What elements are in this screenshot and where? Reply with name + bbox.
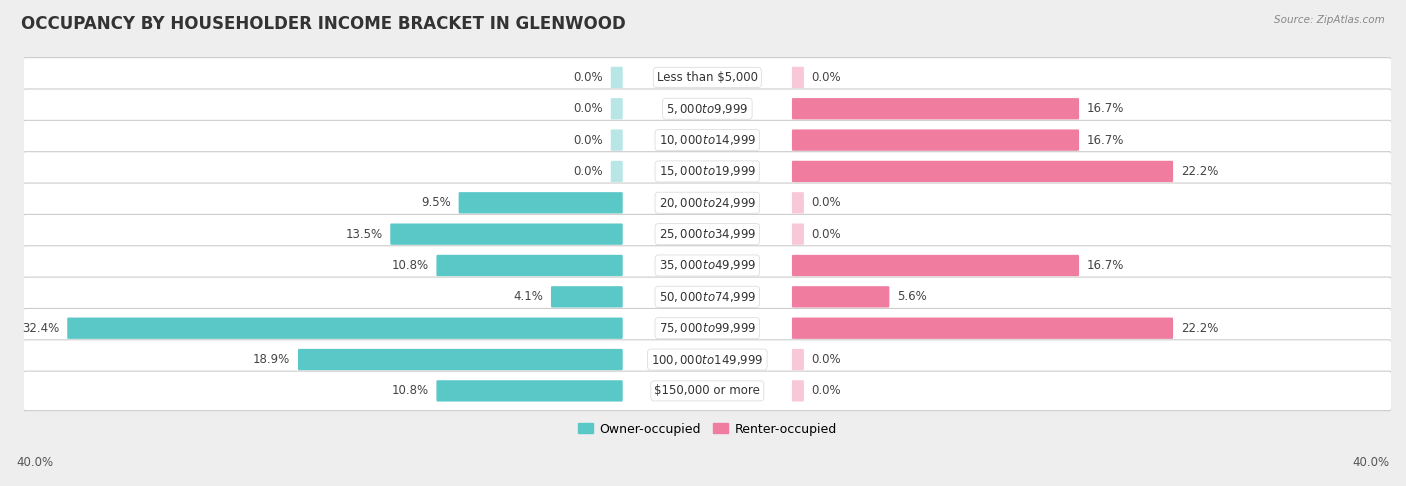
FancyBboxPatch shape bbox=[610, 67, 623, 88]
FancyBboxPatch shape bbox=[22, 214, 1392, 254]
Text: $150,000 or more: $150,000 or more bbox=[654, 384, 761, 398]
Text: 0.0%: 0.0% bbox=[811, 227, 841, 241]
FancyBboxPatch shape bbox=[792, 349, 804, 370]
FancyBboxPatch shape bbox=[792, 317, 1173, 339]
Text: 16.7%: 16.7% bbox=[1087, 259, 1125, 272]
Text: $15,000 to $19,999: $15,000 to $19,999 bbox=[658, 164, 756, 178]
Text: 22.2%: 22.2% bbox=[1181, 165, 1218, 178]
Text: Source: ZipAtlas.com: Source: ZipAtlas.com bbox=[1274, 15, 1385, 25]
Text: $75,000 to $99,999: $75,000 to $99,999 bbox=[658, 321, 756, 335]
FancyBboxPatch shape bbox=[610, 98, 623, 120]
FancyBboxPatch shape bbox=[67, 317, 623, 339]
FancyBboxPatch shape bbox=[22, 340, 1392, 379]
Text: 0.0%: 0.0% bbox=[811, 384, 841, 398]
FancyBboxPatch shape bbox=[22, 309, 1392, 348]
Text: 10.8%: 10.8% bbox=[392, 259, 429, 272]
Text: 0.0%: 0.0% bbox=[574, 102, 603, 115]
Text: $25,000 to $34,999: $25,000 to $34,999 bbox=[658, 227, 756, 241]
FancyBboxPatch shape bbox=[22, 58, 1392, 97]
FancyBboxPatch shape bbox=[610, 161, 623, 182]
Text: 40.0%: 40.0% bbox=[1353, 456, 1389, 469]
FancyBboxPatch shape bbox=[298, 349, 623, 370]
Text: 22.2%: 22.2% bbox=[1181, 322, 1218, 335]
Text: OCCUPANCY BY HOUSEHOLDER INCOME BRACKET IN GLENWOOD: OCCUPANCY BY HOUSEHOLDER INCOME BRACKET … bbox=[21, 15, 626, 33]
Text: 9.5%: 9.5% bbox=[422, 196, 451, 209]
Text: 16.7%: 16.7% bbox=[1087, 102, 1125, 115]
Text: 0.0%: 0.0% bbox=[574, 134, 603, 147]
Text: $5,000 to $9,999: $5,000 to $9,999 bbox=[666, 102, 748, 116]
Text: 0.0%: 0.0% bbox=[574, 71, 603, 84]
Text: Less than $5,000: Less than $5,000 bbox=[657, 71, 758, 84]
FancyBboxPatch shape bbox=[22, 371, 1392, 411]
FancyBboxPatch shape bbox=[792, 129, 1078, 151]
FancyBboxPatch shape bbox=[436, 380, 623, 401]
Text: $35,000 to $49,999: $35,000 to $49,999 bbox=[658, 259, 756, 273]
FancyBboxPatch shape bbox=[792, 67, 804, 88]
Legend: Owner-occupied, Renter-occupied: Owner-occupied, Renter-occupied bbox=[574, 417, 842, 441]
Text: $10,000 to $14,999: $10,000 to $14,999 bbox=[658, 133, 756, 147]
Text: 5.6%: 5.6% bbox=[897, 290, 927, 303]
FancyBboxPatch shape bbox=[792, 192, 804, 213]
Text: 40.0%: 40.0% bbox=[17, 456, 53, 469]
FancyBboxPatch shape bbox=[22, 121, 1392, 160]
FancyBboxPatch shape bbox=[22, 277, 1392, 316]
Text: 0.0%: 0.0% bbox=[811, 196, 841, 209]
FancyBboxPatch shape bbox=[458, 192, 623, 213]
Text: 0.0%: 0.0% bbox=[811, 353, 841, 366]
FancyBboxPatch shape bbox=[436, 255, 623, 276]
FancyBboxPatch shape bbox=[792, 161, 1173, 182]
FancyBboxPatch shape bbox=[610, 129, 623, 151]
Text: 4.1%: 4.1% bbox=[513, 290, 543, 303]
Text: 18.9%: 18.9% bbox=[253, 353, 290, 366]
Text: 10.8%: 10.8% bbox=[392, 384, 429, 398]
Text: $20,000 to $24,999: $20,000 to $24,999 bbox=[658, 196, 756, 210]
Text: 13.5%: 13.5% bbox=[346, 227, 382, 241]
FancyBboxPatch shape bbox=[551, 286, 623, 308]
FancyBboxPatch shape bbox=[391, 224, 623, 245]
FancyBboxPatch shape bbox=[22, 183, 1392, 223]
FancyBboxPatch shape bbox=[22, 89, 1392, 128]
Text: 16.7%: 16.7% bbox=[1087, 134, 1125, 147]
FancyBboxPatch shape bbox=[792, 255, 1078, 276]
Text: 0.0%: 0.0% bbox=[574, 165, 603, 178]
FancyBboxPatch shape bbox=[792, 98, 1078, 120]
FancyBboxPatch shape bbox=[22, 152, 1392, 191]
Text: $50,000 to $74,999: $50,000 to $74,999 bbox=[658, 290, 756, 304]
FancyBboxPatch shape bbox=[22, 246, 1392, 285]
FancyBboxPatch shape bbox=[792, 286, 890, 308]
Text: 0.0%: 0.0% bbox=[811, 71, 841, 84]
Text: 32.4%: 32.4% bbox=[22, 322, 59, 335]
Text: $100,000 to $149,999: $100,000 to $149,999 bbox=[651, 352, 763, 366]
FancyBboxPatch shape bbox=[792, 224, 804, 245]
FancyBboxPatch shape bbox=[792, 380, 804, 401]
